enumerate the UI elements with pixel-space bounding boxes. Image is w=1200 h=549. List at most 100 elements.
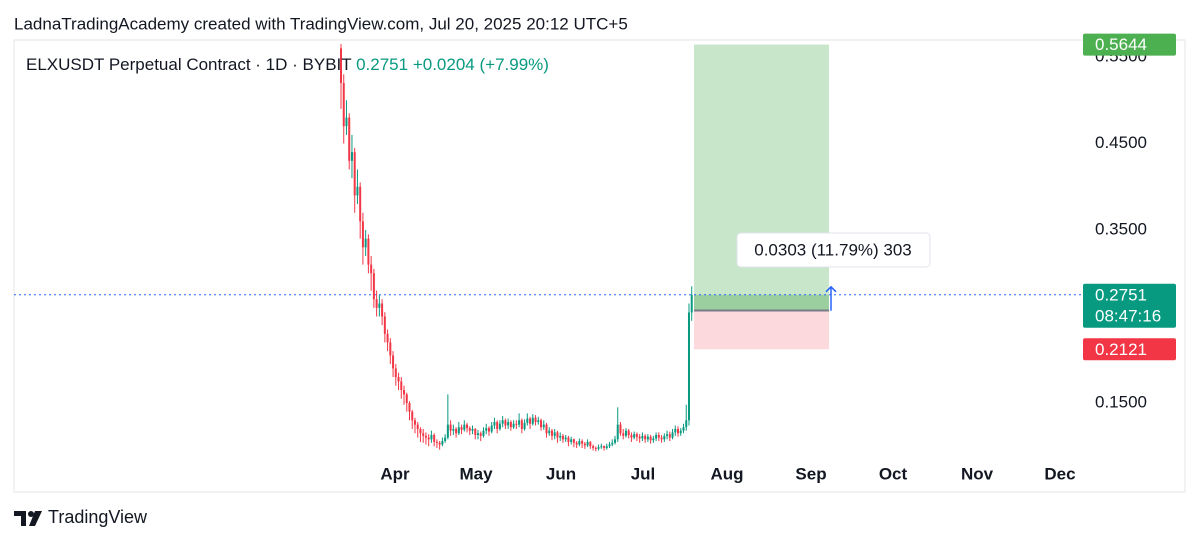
brand: TradingView: [48, 507, 148, 527]
candle-body: [457, 427, 460, 434]
candle-body: [600, 446, 603, 448]
candle-body: [657, 435, 660, 438]
position-label: 0.0303 (11.79%) 303: [754, 240, 912, 259]
candle-body: [482, 430, 485, 436]
candle-body: [644, 435, 647, 440]
candle-body: [594, 447, 597, 449]
candle-body: [389, 342, 392, 356]
candle-body: [416, 424, 419, 429]
stop-tag-bg: [1083, 338, 1176, 361]
candle-body: [422, 433, 425, 436]
candle-body: [403, 390, 406, 395]
candle-body: [397, 377, 400, 382]
candle-body: [624, 430, 627, 436]
candle-body: [616, 424, 619, 440]
candle-body: [430, 435, 433, 440]
candle-body: [682, 427, 685, 431]
candle-body: [592, 446, 595, 448]
x-tick-label: Sep: [795, 464, 826, 483]
candle-body: [350, 152, 353, 161]
candle-body: [515, 423, 518, 425]
candle-body: [501, 420, 504, 424]
candle-body: [444, 437, 447, 442]
candle-body: [641, 435, 644, 439]
candle-body: [679, 430, 682, 434]
candle-body: [455, 428, 458, 434]
candle-body: [627, 430, 630, 436]
candle-body: [608, 444, 611, 447]
candle-body: [405, 394, 408, 404]
candle-body: [540, 420, 543, 428]
candle-body: [633, 434, 636, 438]
candle-body: [471, 428, 474, 431]
candle-body: [578, 441, 581, 445]
candle-body: [427, 437, 430, 440]
candle-body: [666, 434, 669, 436]
candle-body: [561, 435, 564, 440]
last-price: 0.2751: [356, 55, 408, 74]
candle-body: [509, 422, 512, 428]
candle-body: [487, 428, 490, 432]
x-tick-label: Jun: [546, 464, 576, 483]
candle-body: [575, 442, 578, 445]
candle-body: [649, 436, 652, 441]
attribution: LadnaTradingAcademy created with Trading…: [14, 14, 628, 33]
candle-body: [605, 446, 608, 448]
x-tick-label: Dec: [1044, 464, 1075, 483]
candle-body: [671, 432, 674, 438]
candle-body: [504, 420, 507, 426]
candle-body: [548, 430, 551, 434]
candle-body: [660, 437, 663, 440]
candle-body: [603, 446, 606, 448]
candle-body: [567, 437, 570, 442]
candle-body: [690, 294, 693, 313]
candle-body: [375, 299, 378, 308]
candle-body: [572, 439, 575, 443]
countdown: 08:47:16: [1095, 306, 1161, 325]
candle-body: [411, 411, 414, 421]
candle-body: [545, 424, 548, 434]
y-tick-label: 0.3500: [1095, 220, 1147, 239]
label-box: [736, 232, 931, 268]
candle-body: [378, 303, 381, 308]
arrow: [825, 285, 837, 311]
candle-body: [485, 428, 488, 431]
candle-body: [468, 428, 471, 431]
candle-body: [556, 432, 559, 438]
change: +0.0204: [413, 55, 475, 74]
x-tick-label: Nov: [961, 464, 994, 483]
candle-body: [496, 422, 499, 429]
candle-body: [446, 424, 449, 438]
candle-body: [498, 423, 501, 429]
stop-zone: [694, 310, 829, 350]
candle-body: [611, 442, 614, 445]
candle-body: [564, 437, 567, 440]
candle-body: [614, 439, 616, 443]
candle-body: [400, 381, 403, 391]
candle-body: [361, 221, 364, 248]
candle-body: [449, 424, 452, 431]
candle-body: [342, 82, 345, 127]
candle-body: [433, 435, 436, 442]
candle-body: [490, 425, 493, 432]
candle-body: [392, 355, 395, 369]
candle-body: [668, 434, 671, 438]
target-tag-bg: [1083, 33, 1176, 56]
candle-body: [586, 441, 589, 446]
candle-body: [419, 428, 422, 434]
candle-body: [635, 434, 638, 437]
symbol: ELXUSDT Perpetual Contract · 1D · BYBIT: [26, 55, 351, 74]
stop-tag: 0.2121: [1095, 340, 1147, 359]
candle-body: [460, 427, 463, 430]
candle-body: [619, 424, 622, 434]
candle-body: [345, 117, 348, 127]
candle-body: [534, 417, 537, 423]
candle-body: [674, 428, 677, 433]
candle-body: [622, 433, 625, 436]
candle-body: [523, 422, 526, 429]
candle-body: [663, 435, 666, 440]
candle-body: [364, 238, 367, 248]
candle-body: [441, 441, 444, 445]
